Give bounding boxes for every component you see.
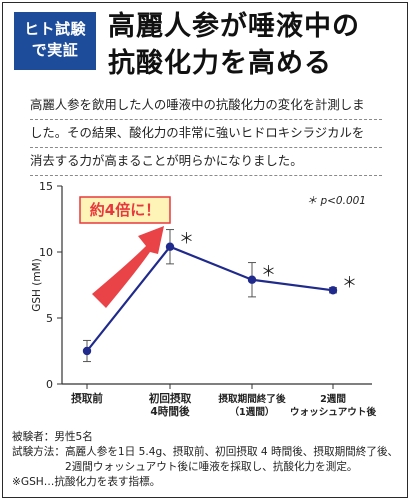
x-tick-label: 4時間後 <box>150 405 190 418</box>
x-tick-label: ウォッシュアウト後 <box>290 406 377 418</box>
note-gsh: ※GSH…抗酸化力を表す指標。 <box>12 476 161 488</box>
headline-line-1: 高麗人参が唾液中の <box>108 11 360 42</box>
y-tick-label: 15 <box>39 180 53 193</box>
callout-label: 約4倍に！ <box>90 201 160 219</box>
significance-mark: ＊ <box>342 273 357 291</box>
note-subjects: 被験者：男性5名 <box>12 431 93 443</box>
increase-arrow <box>92 226 164 308</box>
data-point <box>82 346 92 356</box>
significance-mark: ＊ <box>179 230 194 248</box>
study-notes: 被験者：男性5名 試験方法：高麗人参を1日 5.4g、摂取前、初回摂取 4 時間… <box>12 430 404 490</box>
data-point <box>328 286 338 295</box>
intro-line-1: 高麗人参を飲用した人の唾液中の抗酸化力の変化を計測しま <box>30 92 382 120</box>
x-tick-label: 2週間 <box>320 393 346 405</box>
series-line <box>86 245 334 352</box>
badge-line-1: ヒト試験 <box>23 20 86 38</box>
x-tick-label: 摂取期間終了後 <box>218 393 286 405</box>
callout-box <box>79 196 171 224</box>
significance-mark: ＊ <box>261 263 276 281</box>
y-axis-label: GSH (mM) <box>31 258 43 312</box>
x-tick-label: （1週間） <box>229 406 274 418</box>
intro-text: 高麗人参を飲用した人の唾液中の抗酸化力の変化を計測しま した。その結果、酸化力の… <box>30 92 382 176</box>
note-method: 試験方法：高麗人参を1日 5.4g、摂取前、初回摂取 4 時間後、摂取期間終了後… <box>12 446 399 458</box>
intro-line-2: した。その結果、酸化力の非常に強いヒドロキシラジカルを <box>30 120 382 148</box>
data-point <box>165 242 175 251</box>
y-tick-label: 10 <box>39 246 53 259</box>
significance-legend: ＊ p<0.001 <box>307 195 366 207</box>
y-tick-label: 0 <box>46 378 53 391</box>
human-trial-badge: ヒト試験 で実証 <box>14 12 96 70</box>
data-point <box>247 275 257 284</box>
intro-line-3: 消去する力が高まることが明らかになりました。 <box>30 148 382 176</box>
y-tick-label: 5 <box>46 312 53 325</box>
headline-line-2: 抗酸化力を高める <box>108 48 332 79</box>
headline: 高麗人参が唾液中の 抗酸化力を高める <box>108 8 400 82</box>
x-tick-label: 摂取前 <box>71 392 103 405</box>
note-method-cont: 2週間ウォッシュアウト後に唾液を採取し、抗酸化力を測定。 <box>12 461 358 473</box>
badge-line-2: で実証 <box>31 41 79 59</box>
x-tick-label: 初回摂取 <box>149 392 192 405</box>
